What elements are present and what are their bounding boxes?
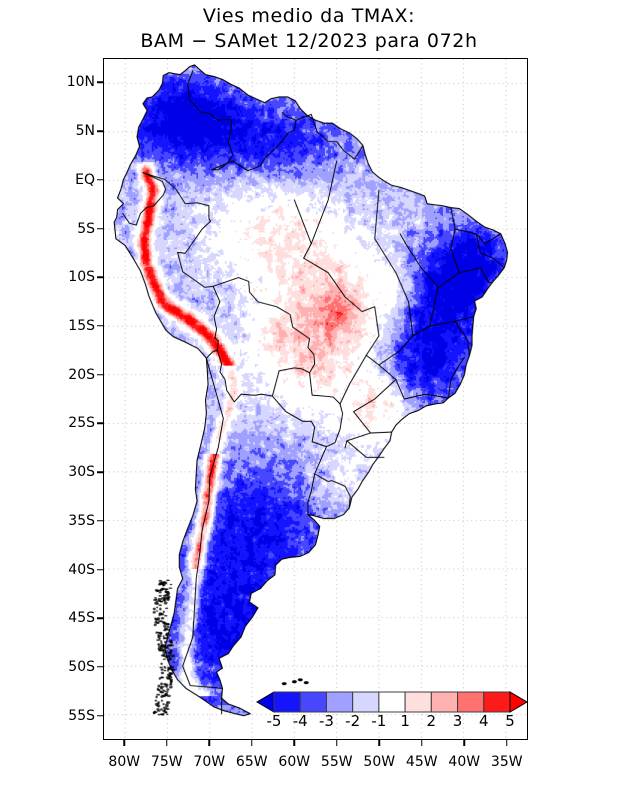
lat-tick-mark xyxy=(97,471,103,473)
colorbar-tick-label: -4 xyxy=(292,712,308,730)
colorbar-cell xyxy=(352,691,380,713)
colorbar-cell xyxy=(299,691,327,713)
lat-tick-label: 20S xyxy=(68,366,95,383)
lat-tick-label: 5S xyxy=(77,220,95,237)
lon-tick-label: 45W xyxy=(405,754,438,770)
colorbar-tick-label: 2 xyxy=(426,712,437,730)
lon-tick-label: 75W xyxy=(150,754,183,770)
lon-tick-label: 60W xyxy=(278,754,311,770)
colorbar-tick-label: -5 xyxy=(266,712,282,730)
lat-tick-mark xyxy=(97,666,103,668)
latitude-axis: 10N 5N EQ 5S 10S 15S 20S 25S 30S 35S 40S 45S 50S 55S xyxy=(0,58,103,740)
colorbar-tick-label: 5 xyxy=(505,712,515,730)
lat-tick-mark xyxy=(97,422,103,425)
longitude-axis: 80W 75W 70W 65W 60W 55W 50W 45W 40W 35W xyxy=(103,740,528,780)
lon-tick-label: 65W xyxy=(235,754,268,770)
lon-tick-mark xyxy=(166,740,168,746)
lon-tick-mark xyxy=(123,740,125,746)
lon-tick-mark xyxy=(251,740,253,746)
lat-tick-mark xyxy=(97,227,103,230)
lon-tick-label: 40W xyxy=(448,754,481,770)
lat-tick-mark xyxy=(97,276,103,278)
lon-tick-label: 70W xyxy=(193,754,226,770)
figure-title: Vies medio da TMAX: BAM − SAMet 12/2023 … xyxy=(0,4,618,54)
colorbar-tick-label: -3 xyxy=(318,712,334,730)
lon-tick-mark xyxy=(463,740,465,746)
colorbar-cell xyxy=(325,691,354,713)
title-line-1: Vies medio da TMAX: xyxy=(202,5,416,27)
lat-tick-label: 50S xyxy=(68,658,95,675)
map-plot-area xyxy=(103,58,528,740)
lat-tick-label: 45S xyxy=(68,610,95,627)
lat-tick-label: 30S xyxy=(68,464,95,481)
colorbar-tick-label: -2 xyxy=(345,712,361,730)
lat-tick-label: 25S xyxy=(68,415,95,432)
colorbar-arrow-high xyxy=(509,691,528,713)
lat-tick-label: 15S xyxy=(68,317,95,334)
lat-tick-mark xyxy=(97,325,103,327)
colorbar-cell xyxy=(483,691,511,713)
colorbar-cell xyxy=(378,691,406,713)
lat-tick-mark xyxy=(97,714,103,717)
lon-tick-label: 55W xyxy=(320,754,353,770)
lat-tick-mark xyxy=(97,179,103,181)
title-line-2: BAM − SAMet 12/2023 para 072h xyxy=(140,30,478,52)
colorbar-tick-label: 3 xyxy=(452,712,463,730)
lon-tick-mark xyxy=(336,740,338,746)
colorbar-cell xyxy=(457,691,485,713)
lon-tick-mark xyxy=(421,740,423,746)
colorbar: -5 -4 -3 -2 -1 1 2 3 4 5 xyxy=(256,691,528,736)
lat-tick-label: 40S xyxy=(68,561,95,578)
lat-tick-label: 5N xyxy=(75,123,95,140)
lon-tick-mark xyxy=(293,740,295,746)
lat-tick-mark xyxy=(97,81,103,84)
lat-tick-mark xyxy=(97,520,103,522)
lat-tick-mark xyxy=(97,617,103,619)
colorbar-cell xyxy=(273,691,301,713)
lon-tick-mark xyxy=(378,740,380,746)
lat-tick-label: 10N xyxy=(66,74,95,91)
lat-tick-label: 55S xyxy=(68,707,95,724)
lat-tick-mark xyxy=(97,130,103,132)
lon-tick-mark xyxy=(208,740,210,746)
lon-tick-mark xyxy=(506,740,508,746)
lon-tick-label: 35W xyxy=(490,754,523,770)
lat-tick-label: 10S xyxy=(68,269,95,286)
colorbar-cell xyxy=(404,691,432,713)
colorbar-tick-label: 1 xyxy=(400,712,410,730)
lat-tick-label: EQ xyxy=(75,171,95,188)
lon-tick-label: 80W xyxy=(108,754,141,770)
lat-tick-mark xyxy=(97,568,103,571)
colorbar-arrow-low xyxy=(256,691,275,713)
colorbar-cell xyxy=(430,691,459,713)
colorbar-tick-label: -1 xyxy=(371,712,387,730)
bias-field-raster xyxy=(104,59,527,739)
lat-tick-mark xyxy=(97,373,103,376)
lat-tick-label: 35S xyxy=(68,512,95,529)
lon-tick-label: 50W xyxy=(363,754,396,770)
colorbar-tick-label: 4 xyxy=(478,712,489,730)
